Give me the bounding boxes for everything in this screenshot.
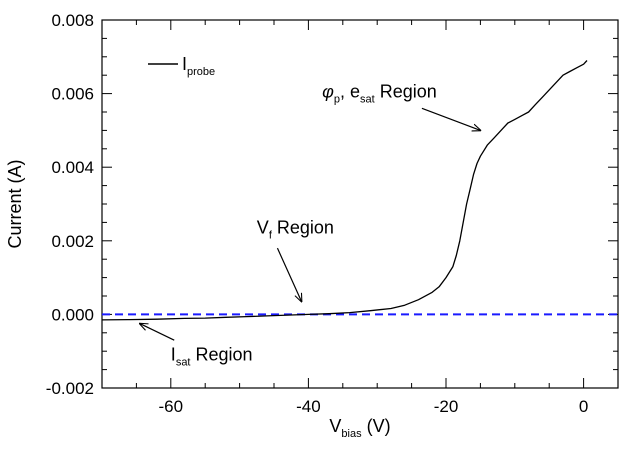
y-tick-label: -0.002 [46, 379, 94, 398]
annotation-phip-esat-region: φp, esat Region [322, 81, 437, 105]
annotation-arrow-phip [421, 107, 480, 130]
y-tick-label: 0.008 [51, 11, 94, 30]
y-tick-label: 0.000 [51, 305, 94, 324]
annotation-vf-region: Vf Region [257, 217, 334, 241]
annotation-arrow-isat [140, 324, 175, 341]
y-tick-label: 0.006 [51, 85, 94, 104]
axis-labels: Vbias (V) Current (A) [5, 159, 391, 440]
y-axis-title: Current (A) [5, 159, 25, 248]
series-line-iprobe [101, 60, 588, 321]
axes-layer: -60 -40 -20 0 -0.002 0.000 0.002 0.004 0.006 0.00… [46, 11, 619, 416]
series-layer [101, 60, 588, 321]
annotation-isat-region: Isat Region [171, 344, 253, 368]
x-axis-title: Vbias (V) [329, 416, 390, 440]
legend-label-iprobe: Iprobe [182, 54, 215, 78]
annotation-layer: Vf Region Isat Region φp, esat Region [140, 81, 481, 368]
y-tick-label: 0.002 [51, 232, 94, 251]
x-tick-label: -20 [434, 397, 459, 416]
y-tick-label: 0.004 [51, 158, 94, 177]
legend: Iprobe [148, 54, 215, 78]
plot-frame [101, 19, 619, 389]
annotation-arrow-vf [276, 247, 301, 301]
x-tick-label: -40 [296, 397, 321, 416]
x-tick-label: 0 [579, 397, 588, 416]
x-tick-label: -60 [159, 397, 184, 416]
